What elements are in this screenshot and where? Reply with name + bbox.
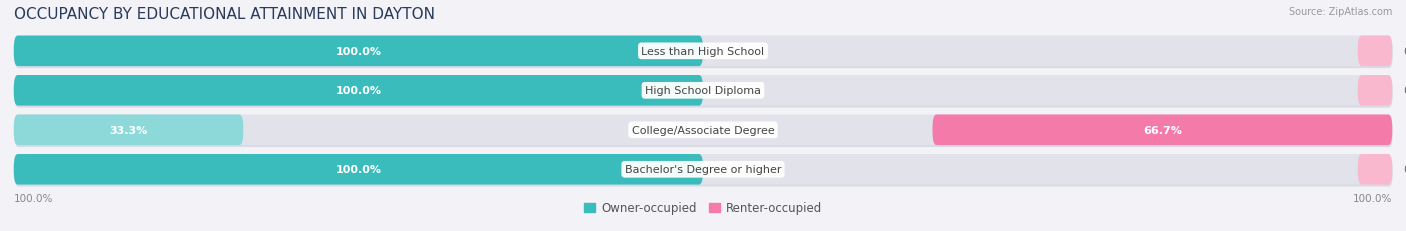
FancyBboxPatch shape: [14, 36, 1392, 67]
FancyBboxPatch shape: [1358, 154, 1392, 185]
Text: College/Associate Degree: College/Associate Degree: [631, 125, 775, 135]
FancyBboxPatch shape: [14, 154, 703, 185]
FancyBboxPatch shape: [14, 115, 243, 146]
Text: 33.3%: 33.3%: [110, 125, 148, 135]
Legend: Owner-occupied, Renter-occupied: Owner-occupied, Renter-occupied: [579, 197, 827, 219]
FancyBboxPatch shape: [14, 117, 1393, 147]
Text: 0.0%: 0.0%: [1403, 164, 1406, 175]
Text: 0.0%: 0.0%: [1403, 47, 1406, 57]
FancyBboxPatch shape: [14, 78, 1393, 108]
Text: Less than High School: Less than High School: [641, 47, 765, 57]
FancyBboxPatch shape: [932, 115, 1392, 146]
FancyBboxPatch shape: [14, 115, 1392, 146]
FancyBboxPatch shape: [14, 76, 1392, 106]
Text: 100.0%: 100.0%: [336, 164, 381, 175]
Text: 100.0%: 100.0%: [1353, 194, 1392, 204]
Text: Source: ZipAtlas.com: Source: ZipAtlas.com: [1289, 7, 1392, 17]
Text: 0.0%: 0.0%: [1403, 86, 1406, 96]
Text: High School Diploma: High School Diploma: [645, 86, 761, 96]
Text: 100.0%: 100.0%: [14, 194, 53, 204]
FancyBboxPatch shape: [14, 38, 1393, 69]
FancyBboxPatch shape: [1358, 36, 1392, 67]
FancyBboxPatch shape: [14, 156, 1393, 187]
Text: OCCUPANCY BY EDUCATIONAL ATTAINMENT IN DAYTON: OCCUPANCY BY EDUCATIONAL ATTAINMENT IN D…: [14, 7, 434, 22]
Text: Bachelor's Degree or higher: Bachelor's Degree or higher: [624, 164, 782, 175]
Text: 100.0%: 100.0%: [336, 47, 381, 57]
Text: 66.7%: 66.7%: [1143, 125, 1182, 135]
Text: 100.0%: 100.0%: [336, 86, 381, 96]
FancyBboxPatch shape: [14, 76, 703, 106]
FancyBboxPatch shape: [1358, 76, 1392, 106]
FancyBboxPatch shape: [14, 36, 703, 67]
FancyBboxPatch shape: [14, 154, 1392, 185]
